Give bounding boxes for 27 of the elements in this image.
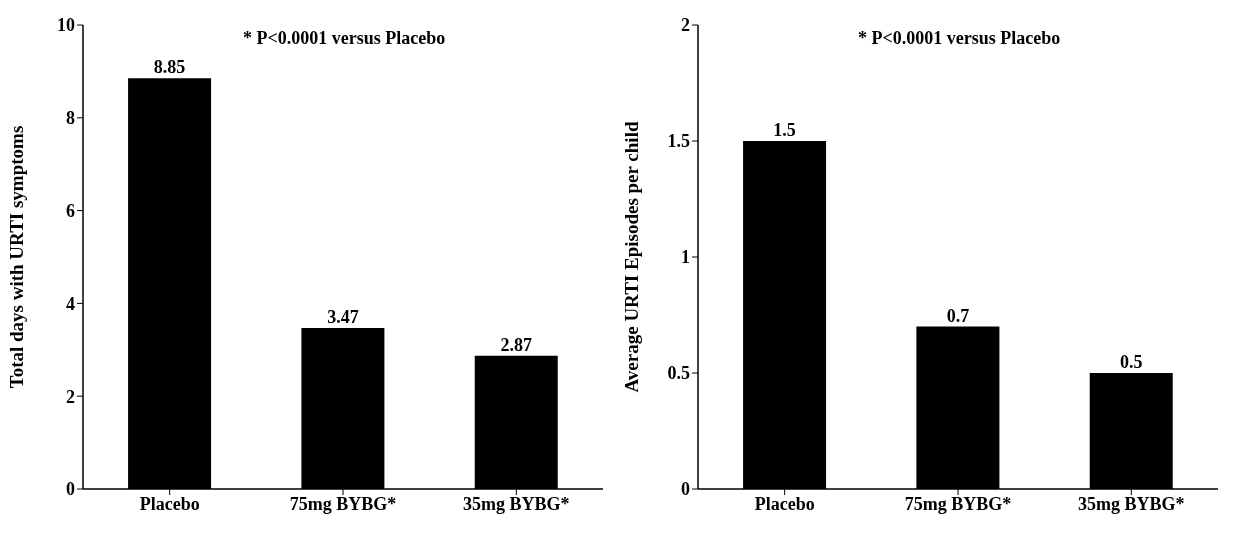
data-label: 2.87	[500, 334, 532, 355]
y-tick-label: 4	[66, 293, 75, 314]
data-label: 0.5	[1119, 352, 1143, 372]
annotation: * P<0.0001 versus Placebo	[858, 28, 1061, 49]
y-tick-label: 2	[681, 15, 690, 36]
x-tick-label: 75mg BYBG*	[289, 493, 397, 514]
y-axis-title: Average URTI Episodes per child	[620, 121, 642, 393]
x-tick-label: Placebo	[754, 493, 815, 514]
y-tick-label: 1.5	[667, 131, 690, 152]
y-tick-label: 2	[66, 386, 75, 407]
annotation: * P<0.0001 versus Placebo	[243, 28, 446, 49]
y-axis-title: Total days with URTI symptoms	[5, 125, 27, 389]
x-tick-label: Placebo	[139, 493, 200, 514]
x-tick-label: 35mg BYBG*	[463, 493, 570, 514]
y-tick-label: 0	[681, 479, 690, 500]
y-tick-label: 1	[681, 247, 690, 268]
x-tick-label: 35mg BYBG*	[1078, 493, 1185, 514]
x-tick-label: 75mg BYBG*	[904, 493, 1012, 514]
y-tick-label: 8	[66, 108, 75, 129]
data-label: 8.85	[153, 57, 186, 78]
y-tick-label: 10	[57, 15, 75, 36]
y-tick-label: 0.5	[667, 363, 690, 384]
y-tick-label: 0	[66, 479, 75, 500]
data-label: 0.7	[946, 305, 970, 326]
y-tick-label: 6	[66, 200, 75, 221]
data-label: 1.5	[773, 120, 796, 140]
data-label: 3.47	[327, 306, 359, 327]
